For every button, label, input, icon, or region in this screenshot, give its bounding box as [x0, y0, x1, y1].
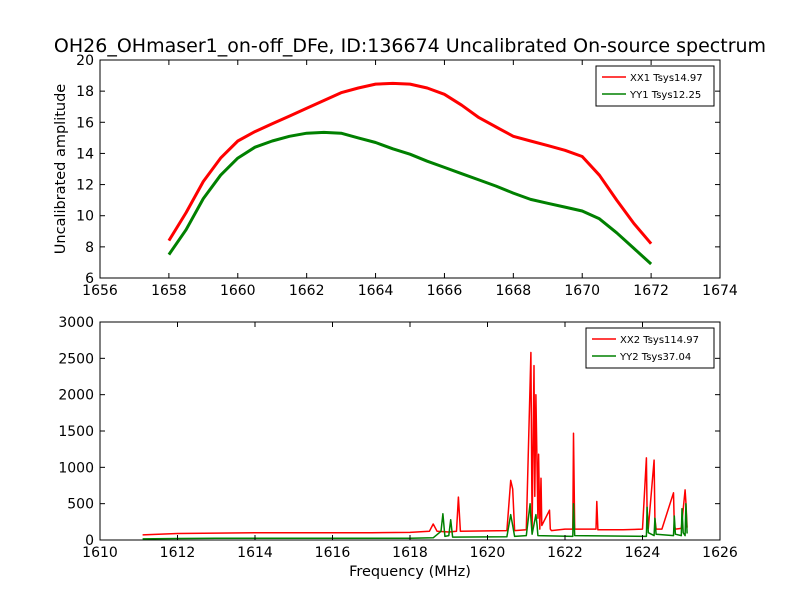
x-tick-label: 1662: [289, 283, 325, 299]
legend-box: [595, 65, 715, 107]
x-tick-label: 1664: [358, 283, 394, 299]
top-spectrum-panel: 1656 1658 1660 1662 1664 1666 1668 1670 1672 1674…: [53, 53, 738, 299]
x-tick-label: 1612: [160, 545, 196, 561]
bottom-spectrum-panel: 1610 1612 1614 1616 1618 1620 1622 1624 1626 0 500…: [58, 315, 738, 580]
series-line-xx: [167, 81, 653, 245]
x-axis-label: Frequency (MHz): [349, 564, 471, 580]
series-group: [142, 351, 688, 540]
x-tick-label: 1620: [470, 545, 506, 561]
series-line-yy: [142, 502, 688, 540]
y-tick-label: 18: [76, 84, 94, 100]
x-tick-label: 1670: [564, 283, 600, 299]
legend-label: YY1 Tsys12.25: [629, 90, 701, 101]
x-tick-label: 1666: [427, 283, 463, 299]
legend: XX2 Tsys114.97 YY2 Tsys37.04: [585, 327, 715, 369]
x-tick-label: 1660: [220, 283, 256, 299]
x-tick-label: 1616: [315, 545, 351, 561]
y-tick-label: 16: [76, 115, 94, 131]
y-tick-label: 3000: [58, 315, 94, 331]
y-tick-label: 0: [85, 533, 94, 549]
legend-label: YY2 Tsys37.04: [619, 352, 691, 363]
x-tick-label: 1658: [151, 283, 187, 299]
x-tick-label: 1674: [702, 283, 738, 299]
y-tick-label: 6: [85, 271, 94, 287]
y-tick-label: 500: [67, 497, 94, 513]
y-tick-label: 2500: [58, 351, 94, 367]
y-tick-label: 14: [76, 146, 94, 162]
chart-title: OH26_OHmaser1_on-off_DFe, ID:136674 Unca…: [54, 35, 766, 57]
legend-label: XX2 Tsys114.97: [620, 335, 699, 346]
y-tick-label: 1000: [58, 460, 94, 476]
legend-label: XX1 Tsys14.97: [630, 73, 703, 84]
y-tick-label: 8: [85, 240, 94, 256]
legend: XX1 Tsys14.97 YY1 Tsys12.25: [595, 65, 715, 107]
x-tick-label: 1672: [633, 283, 669, 299]
y-tick-label: 12: [76, 178, 94, 194]
x-tick-label: 1610: [82, 545, 118, 561]
series-line-xx: [142, 351, 688, 536]
x-tick-label: 1622: [547, 545, 583, 561]
y-tick-label: 1500: [58, 424, 94, 440]
y-tick-label: 2000: [58, 388, 94, 404]
x-tick-label: 1656: [82, 283, 118, 299]
x-tick-label: 1668: [496, 283, 532, 299]
x-tick-label: 1624: [625, 545, 661, 561]
series-line-yy: [167, 130, 653, 266]
x-tick-label: 1626: [702, 545, 738, 561]
x-tick-label: 1614: [237, 545, 273, 561]
series-group: [167, 81, 653, 266]
x-tick-label: 1618: [392, 545, 428, 561]
y-tick-label: 20: [76, 53, 94, 69]
y-axis-label: Uncalibrated amplitude: [53, 84, 69, 255]
legend-box: [585, 327, 715, 369]
y-tick-label: 10: [76, 209, 94, 225]
